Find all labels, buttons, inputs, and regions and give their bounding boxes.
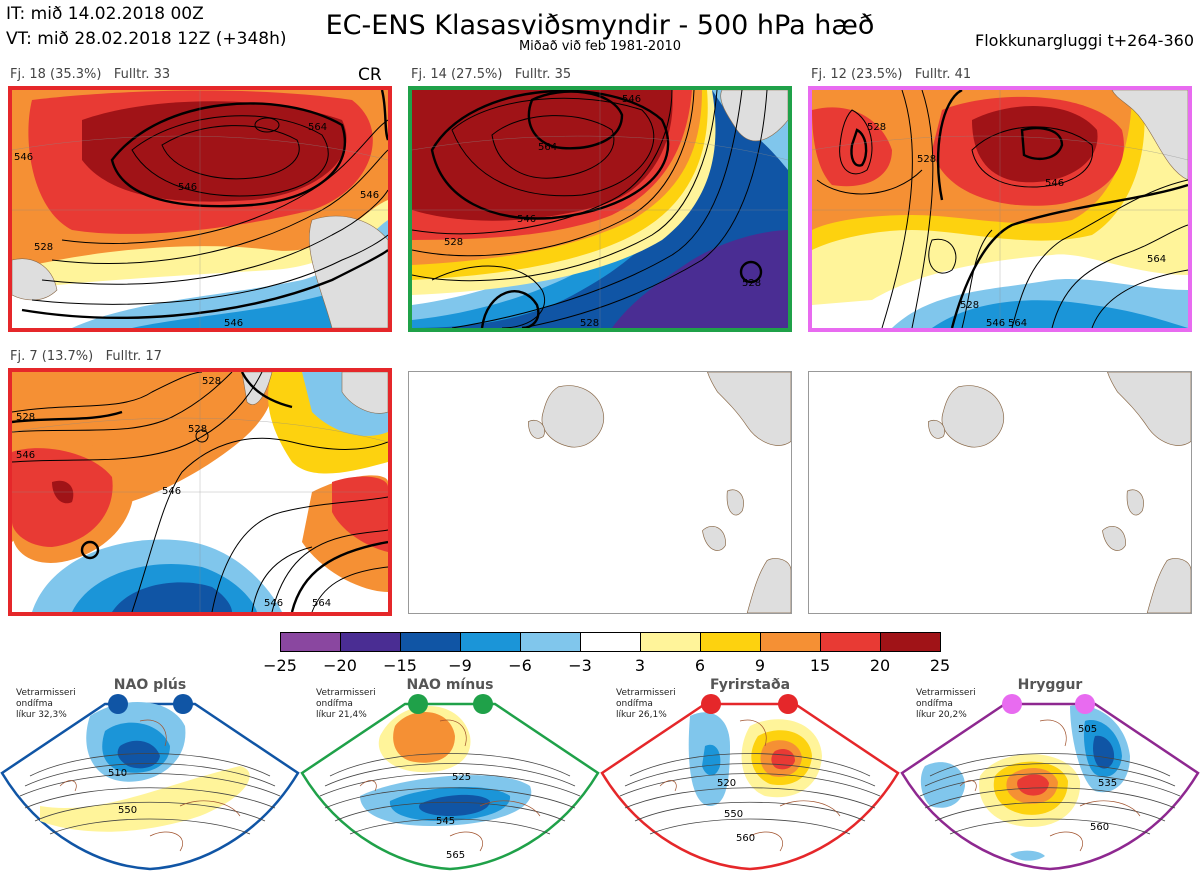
regime-contour-label: 520: [717, 778, 736, 789]
colorbar-swatch: [280, 632, 341, 652]
p3-contour-label: 564: [1008, 318, 1027, 328]
regime-contour-label: 510: [108, 768, 127, 779]
colorbar-tick-label: −25: [263, 656, 297, 675]
regime-note: Vetrarmisseri ondífma líkur 32,3%: [16, 688, 76, 720]
p3-contour-label: 546: [986, 318, 1005, 328]
colorbar-tick-label: −6: [508, 656, 532, 675]
p4-contour-label: 528: [188, 424, 207, 435]
p3-contour-label: 528: [917, 154, 936, 165]
regime-note: Vetrarmisseri ondífma líkur 21,4%: [316, 688, 376, 720]
initial-time: IT: mið 14.02.2018 00Z: [6, 4, 204, 24]
p3-contour-label: 528: [867, 122, 886, 133]
p2-contour-label: 546: [517, 214, 536, 225]
cluster-4-map: 528 528 546 528 546 546 564: [8, 368, 392, 616]
regime-contour-label: 550: [118, 805, 137, 816]
regime-name: NAO mínus: [406, 677, 494, 693]
p3-contour-label: 528: [960, 300, 979, 311]
regime-ridge: 505 535 560 Hryggur Vetrarmisseri ondífma…: [900, 676, 1200, 871]
cluster-1-map: 546 546 528 564 546 546: [8, 86, 392, 332]
regime-contour-label: 525: [452, 772, 471, 783]
regime-contour-label: 565: [446, 850, 465, 861]
cluster-3-map: 528 528 546 564 528 546 564: [808, 86, 1192, 332]
colorbar-swatch: [880, 632, 941, 652]
colorbar-tick-label: 6: [694, 656, 706, 675]
colorbar-tick-label: 20: [869, 656, 891, 675]
cluster-2-label: Fj. 14 (27.5%) Fulltr. 35: [411, 67, 572, 82]
regime-contour-label: 550: [724, 809, 743, 820]
p4-contour-label: 564: [312, 598, 331, 609]
colorbar-swatch: [640, 632, 701, 652]
p1-contour-label: 546: [360, 190, 379, 201]
cluster-1-label: Fj. 18 (35.3%) Fulltr. 33: [10, 67, 171, 82]
p3-contour-label: 546: [1045, 178, 1064, 189]
valid-time: VT: mið 28.02.2018 12Z (+348h): [6, 29, 287, 49]
p1-contour-label: 564: [308, 122, 327, 133]
empty-map-5: [408, 371, 792, 614]
colorbar-tick-label: 25: [929, 656, 951, 675]
p4-contour-label: 546: [162, 486, 181, 497]
empty-map-6: [808, 371, 1192, 614]
regime-contour-label: 560: [736, 833, 755, 844]
regime-note: Vetrarmisseri ondífma líkur 20,2%: [916, 688, 976, 720]
cluster-2-map: 546 564 546 528 528 528: [408, 86, 792, 332]
page-subtitle: Miðað við feb 1981-2010: [518, 39, 682, 54]
colorbar-tick-label: 3: [634, 656, 646, 675]
p2-contour-label: 528: [444, 237, 463, 248]
regime-contour-label: 545: [436, 816, 455, 827]
cluster-4-label: Fj. 7 (13.7%) Fulltr. 17: [10, 349, 162, 364]
p1-contour-label: 546: [224, 318, 243, 328]
colorbar-tick-label: −9: [448, 656, 472, 675]
cluster-1-tag: CR: [358, 65, 382, 85]
colorbar-swatch: [400, 632, 461, 652]
p2-contour-label: 528: [742, 278, 761, 289]
classification-window: Flokkunargluggi t+264-360: [975, 31, 1194, 50]
p2-contour-label: 528: [580, 318, 599, 328]
p2-contour-label: 564: [538, 142, 557, 153]
colorbar-swatch: [580, 632, 641, 652]
colorbar-tick-label: 15: [809, 656, 831, 675]
colorbar-tick-label: −15: [383, 656, 417, 675]
regime-contour-label: 535: [1098, 778, 1117, 789]
regime-contour-label: 505: [1078, 724, 1097, 735]
colorbar-tick-label: −3: [568, 656, 592, 675]
regime-name: Hryggur: [1017, 677, 1083, 693]
p4-contour-label: 528: [202, 376, 221, 387]
p2-contour-label: 546: [622, 94, 641, 105]
colorbar-swatch: [520, 632, 581, 652]
regime-nao-plus: 510 550 NAO plús Vetrarmisseri ondífma lík…: [0, 676, 300, 871]
regime-name: Fyrirstaða: [709, 677, 791, 693]
p1-contour-label: 546: [14, 152, 33, 163]
regime-name: NAO plús: [113, 677, 187, 693]
colorbar-swatch: [820, 632, 881, 652]
p1-contour-label: 546: [178, 182, 197, 193]
p4-contour-label: 546: [16, 450, 35, 461]
regime-nao-minus: 525 545 565 NAO mínus Vetrarmisseri ondíf…: [300, 676, 600, 871]
colorbar-swatch: [340, 632, 401, 652]
colorbar-swatch: [760, 632, 821, 652]
p3-contour-label: 564: [1147, 254, 1166, 265]
colorbar-swatch: [700, 632, 761, 652]
p1-contour-label: 528: [34, 242, 53, 253]
p4-contour-label: 546: [264, 598, 283, 609]
colorbar-tick-label: 9: [754, 656, 766, 675]
p4-contour-label: 528: [16, 412, 35, 423]
regime-note: Vetrarmisseri ondífma líkur 26,1%: [616, 688, 676, 720]
colorbar-swatch: [460, 632, 521, 652]
regime-contour-label: 560: [1090, 822, 1109, 833]
colorbar-tick-label: −20: [323, 656, 357, 675]
regime-blocking: 520 550 560 Fyrirstaða Vetrarmisseri ondí…: [600, 676, 900, 871]
cluster-3-label: Fj. 12 (23.5%) Fulltr. 41: [811, 67, 972, 82]
page-title: EC-ENS Klasasviðsmyndir - 500 hPa hæð: [325, 10, 875, 41]
